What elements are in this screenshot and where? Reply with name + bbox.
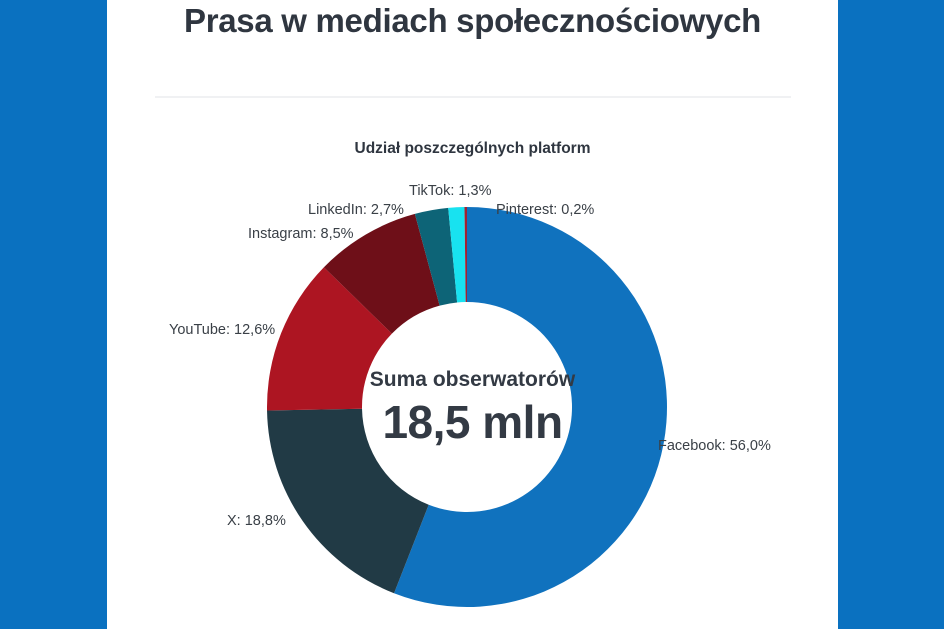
donut-center-caption: Suma obserwatorów xyxy=(369,368,576,391)
donut-slice-group xyxy=(267,207,667,607)
donut-slice-tiktok[interactable] xyxy=(448,207,466,303)
donut-slice-facebook[interactable] xyxy=(394,207,667,607)
donut-slice-youtube[interactable] xyxy=(267,267,392,411)
donut-slice-linkedin[interactable] xyxy=(414,207,458,306)
slice-label-pinterest: Pinterest: 0,2% xyxy=(496,202,595,218)
slice-label-tiktok: TikTok: 1,3% xyxy=(409,183,492,199)
right-accent-bar xyxy=(838,0,944,629)
slice-label-instagram: Instagram: 8,5% xyxy=(248,226,354,242)
chart-subtitle: Udział poszczególnych platform xyxy=(354,140,591,157)
donut-slice-pinterest[interactable] xyxy=(464,207,467,303)
infographic-card: Prasa w mediach społecznościowych Udział… xyxy=(107,0,838,629)
slice-label-youtube: YouTube: 12,6% xyxy=(169,322,276,338)
slice-label-facebook: Facebook: 56,0% xyxy=(658,438,771,454)
donut-slice-x[interactable] xyxy=(267,408,429,594)
left-accent-bar xyxy=(0,0,107,629)
slice-label-x: X: 18,8% xyxy=(227,513,286,529)
title-divider xyxy=(155,96,791,98)
donut-chart-svg xyxy=(267,207,667,607)
slice-label-linkedin: LinkedIn: 2,7% xyxy=(308,202,404,218)
donut-chart: Facebook: 56,0% X: 18,8% YouTube: 12,6% … xyxy=(107,0,838,629)
donut-center-value: 18,5 mln xyxy=(382,396,563,448)
page-title: Prasa w mediach społecznościowych xyxy=(184,2,761,39)
donut-slice-instagram[interactable] xyxy=(323,213,440,334)
